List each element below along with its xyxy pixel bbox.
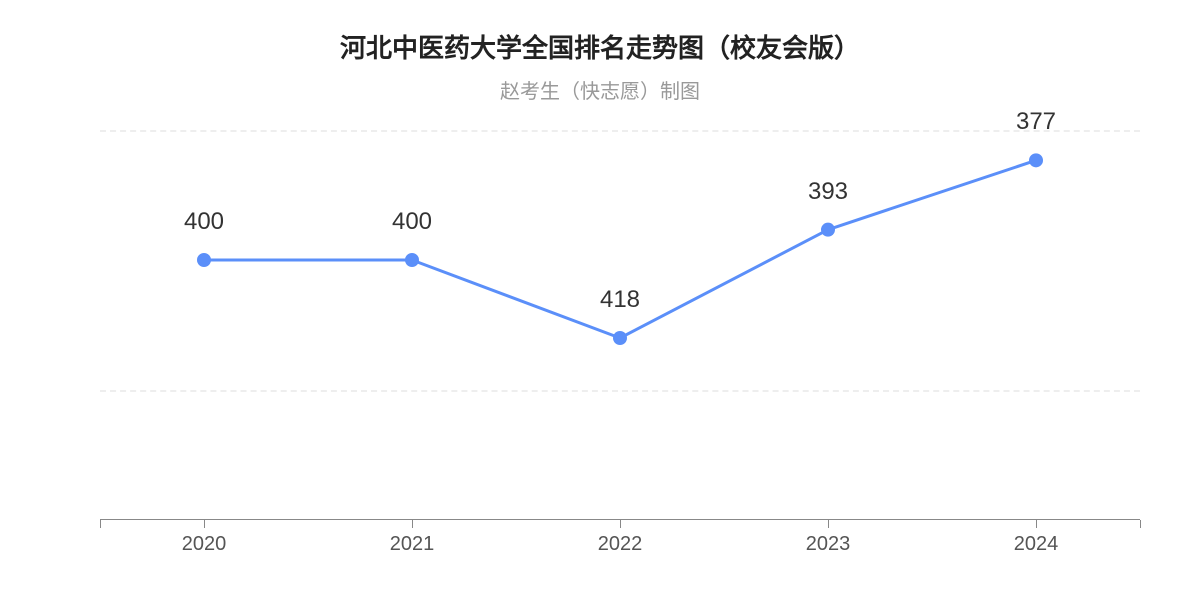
x-axis-label: 2024 <box>1014 533 1059 556</box>
data-point-marker <box>405 253 419 267</box>
line-plot-svg <box>100 130 1140 520</box>
data-point-marker <box>1029 153 1043 167</box>
x-axis-tick <box>412 520 413 528</box>
x-axis-label: 2022 <box>598 533 643 556</box>
x-axis-tick <box>1140 520 1141 528</box>
data-point-label: 400 <box>392 208 432 236</box>
x-axis-label: 2023 <box>806 533 851 556</box>
x-axis-tick <box>1036 520 1037 528</box>
x-axis-label: 2021 <box>390 533 435 556</box>
data-point-label: 377 <box>1016 108 1056 136</box>
data-point-marker <box>197 253 211 267</box>
data-point-marker <box>613 331 627 345</box>
data-point-label: 418 <box>600 286 640 314</box>
data-point-label: 393 <box>808 178 848 206</box>
gridline <box>100 130 1140 132</box>
data-point-label: 400 <box>184 208 224 236</box>
x-axis-label: 2020 <box>182 533 227 556</box>
x-axis-tick <box>620 520 621 528</box>
chart-plot-area: 20202021202220232024400400418393377 <box>100 130 1140 520</box>
chart-title: 河北中医药大学全国排名走势图（校友会版） <box>0 0 1200 65</box>
x-axis-tick <box>828 520 829 528</box>
x-axis-tick <box>204 520 205 528</box>
gridline <box>100 390 1140 392</box>
chart-subtitle: 赵考生（快志愿）制图 <box>0 75 1200 104</box>
x-axis-tick <box>100 520 101 528</box>
data-point-marker <box>821 223 835 237</box>
